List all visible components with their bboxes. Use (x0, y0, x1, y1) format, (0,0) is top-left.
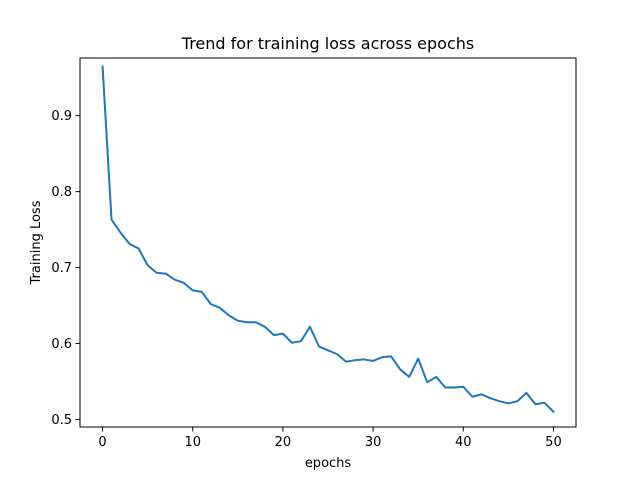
x-tick-label: 10 (184, 435, 201, 450)
y-tick-label: 0.7 (51, 261, 72, 276)
y-tick-label: 0.9 (51, 109, 72, 124)
x-tick-label: 50 (545, 435, 562, 450)
x-axis-label: epochs (305, 456, 352, 471)
x-axis: 0 10 20 30 40 50 (98, 427, 562, 450)
y-tick-label: 0.8 (51, 185, 72, 200)
y-tick-label: 0.5 (51, 413, 72, 428)
x-tick-label: 20 (275, 435, 292, 450)
series-line-0 (101, 65, 555, 413)
chart-title: Trend for training loss across epochs (181, 34, 474, 53)
y-tick-label: 0.6 (51, 337, 72, 352)
y-axis: 0.5 0.6 0.7 0.8 0.9 (51, 109, 80, 428)
axes-frame (79, 57, 577, 428)
x-tick-label: 30 (365, 435, 382, 450)
x-tick-label: 0 (98, 435, 106, 450)
x-tick-label: 40 (455, 435, 472, 450)
y-axis-label: Training Loss (29, 200, 44, 285)
plot-area (101, 65, 555, 413)
